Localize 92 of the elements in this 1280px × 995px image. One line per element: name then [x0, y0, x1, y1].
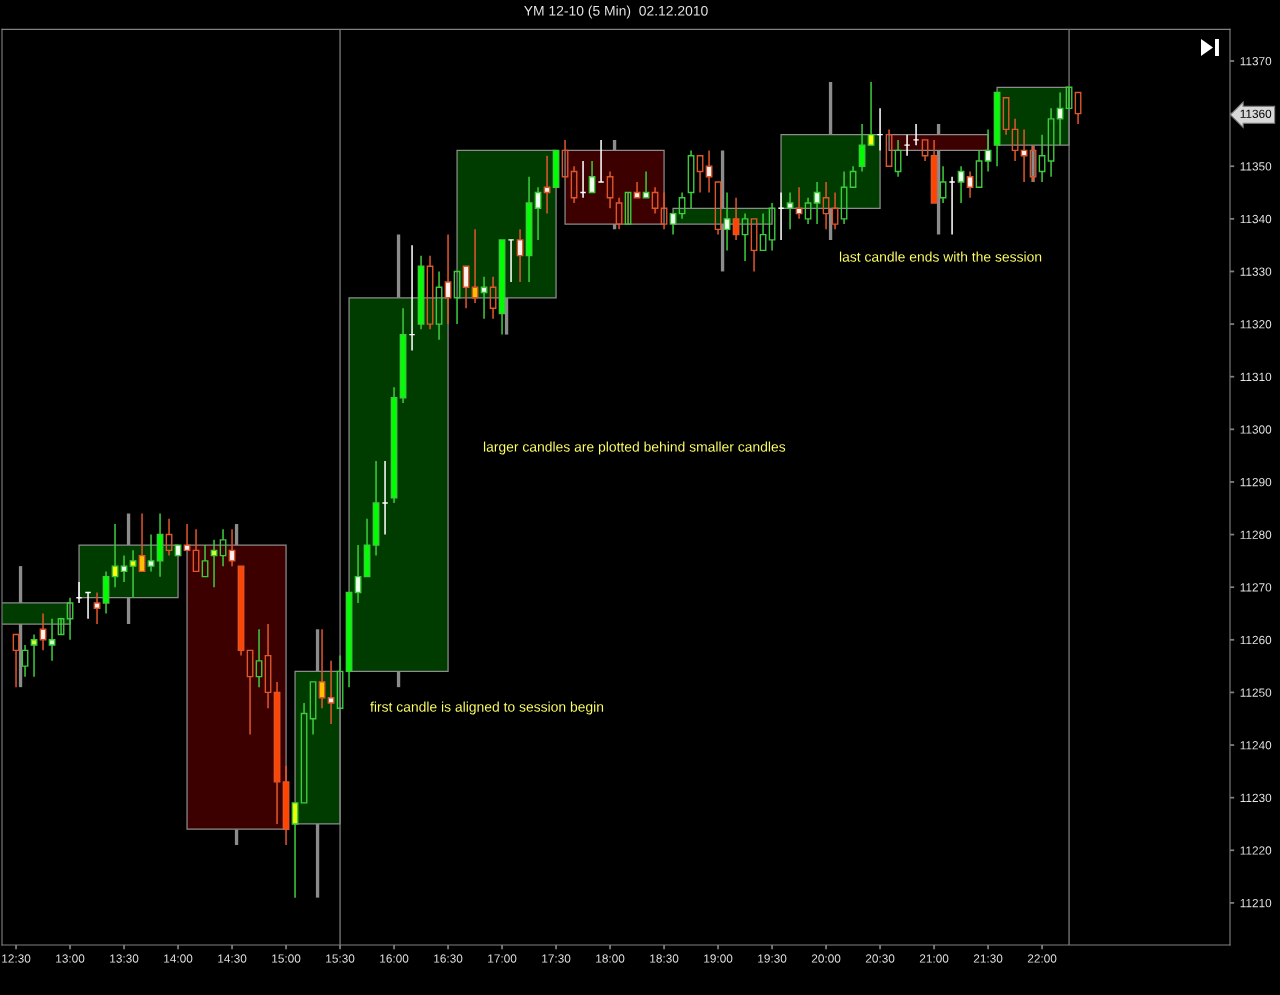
candlestick — [1056, 91, 1064, 146]
candlestick — [570, 165, 578, 204]
x-tick-label: 13:00 — [56, 954, 85, 963]
candlestick — [417, 254, 425, 331]
x-tick-label: 21:00 — [919, 954, 949, 963]
y-tick-label: 11330 — [1240, 267, 1272, 276]
candlestick — [813, 181, 821, 225]
y-tick-label: 11360 — [1240, 109, 1272, 118]
candlestick — [120, 554, 128, 583]
candlestick — [840, 170, 848, 225]
candlestick — [966, 170, 974, 199]
x-tick-label: 18:30 — [650, 954, 679, 963]
candlestick — [660, 191, 668, 231]
candlestick — [372, 460, 380, 557]
x-tick-label: 19:30 — [758, 954, 787, 963]
x-tick-label: 21:30 — [973, 954, 1003, 963]
y-tick-label: 11300 — [1240, 425, 1272, 434]
candlestick — [768, 202, 776, 252]
candlestick — [939, 165, 947, 204]
x-tick-label: 20:00 — [811, 954, 841, 963]
candlestick — [1038, 133, 1046, 183]
candlestick — [957, 165, 965, 204]
y-tick-label: 11350 — [1240, 162, 1272, 171]
x-tick-label: 22:00 — [1027, 954, 1057, 963]
y-tick-label: 11280 — [1240, 530, 1272, 539]
candlestick — [723, 191, 731, 252]
candlestick — [219, 528, 227, 567]
annotation: larger candles are plotted behind smaller candles — [483, 441, 786, 455]
y-tick-label: 11370 — [1240, 57, 1272, 66]
chart-title: YM 12-10 (5 Min) 02.12.2010 — [524, 5, 708, 19]
candlestick — [651, 186, 659, 215]
candlestick — [435, 270, 443, 341]
y-tick-label: 11220 — [1240, 846, 1272, 855]
x-tick-label: 15:00 — [272, 954, 301, 963]
candlestick — [66, 596, 74, 641]
annotation: last candle ends with the session — [839, 251, 1042, 262]
candlestick — [624, 191, 632, 225]
x-tick-label: 17:30 — [542, 954, 571, 963]
candlestick — [111, 523, 119, 588]
candlestick — [984, 128, 992, 173]
y-tick-label: 11290 — [1240, 477, 1272, 487]
candlestick — [804, 197, 812, 225]
candlestick — [687, 149, 695, 210]
candlestick — [822, 181, 830, 231]
candlestick — [426, 254, 434, 331]
candlestick — [1047, 107, 1055, 178]
candlestick — [1065, 86, 1073, 110]
candlestick — [264, 623, 272, 709]
x-tick-label: 15:30 — [326, 954, 355, 963]
y-tick-label: 11260 — [1240, 635, 1272, 645]
y-tick-label: 11340 — [1240, 214, 1272, 224]
candlestick — [831, 191, 839, 231]
y-tick-label: 11250 — [1240, 688, 1272, 697]
candlestick — [48, 617, 56, 662]
x-tick-label: 14:00 — [164, 954, 193, 963]
candlestick — [102, 570, 110, 615]
candlestick — [741, 212, 749, 262]
x-tick-label: 19:00 — [704, 954, 733, 963]
y-tick-label: 11320 — [1240, 320, 1272, 329]
candlestick — [894, 139, 902, 178]
x-tick-label: 12:30 — [2, 954, 31, 963]
candlestick — [21, 644, 29, 678]
candlestick — [615, 197, 623, 231]
y-tick-label: 11230 — [1240, 793, 1272, 803]
candlestick — [165, 518, 173, 557]
candlestick — [57, 617, 65, 636]
y-tick-label: 11310 — [1240, 372, 1272, 382]
candlestick — [30, 633, 38, 678]
candlestick — [606, 170, 614, 210]
candlestick — [156, 512, 164, 578]
x-tick-label: 17:00 — [488, 954, 517, 963]
y-tick-label: 11210 — [1240, 898, 1272, 908]
y-tick-label: 11240 — [1240, 741, 1272, 750]
x-tick-label: 18:00 — [596, 954, 625, 963]
x-tick-label: 16:00 — [380, 954, 409, 963]
x-tick-label: 20:30 — [865, 954, 895, 963]
candlestick — [327, 660, 335, 725]
candlestick — [147, 533, 155, 573]
x-tick-label: 16:30 — [434, 954, 463, 963]
candlestick — [93, 591, 101, 625]
y-tick-label: 11270 — [1240, 583, 1272, 592]
candlestick — [786, 191, 794, 231]
candlestick — [129, 549, 137, 599]
x-tick-label: 13:30 — [110, 954, 139, 963]
candlestick — [678, 191, 686, 220]
annotation: first candle is aligned to session begin — [370, 701, 604, 715]
candlestick — [255, 628, 263, 688]
candlestick — [489, 275, 497, 320]
x-tick-label: 14:30 — [218, 954, 247, 963]
candlestick — [228, 528, 236, 567]
candlestick — [858, 123, 866, 173]
candlestick — [1011, 118, 1019, 162]
